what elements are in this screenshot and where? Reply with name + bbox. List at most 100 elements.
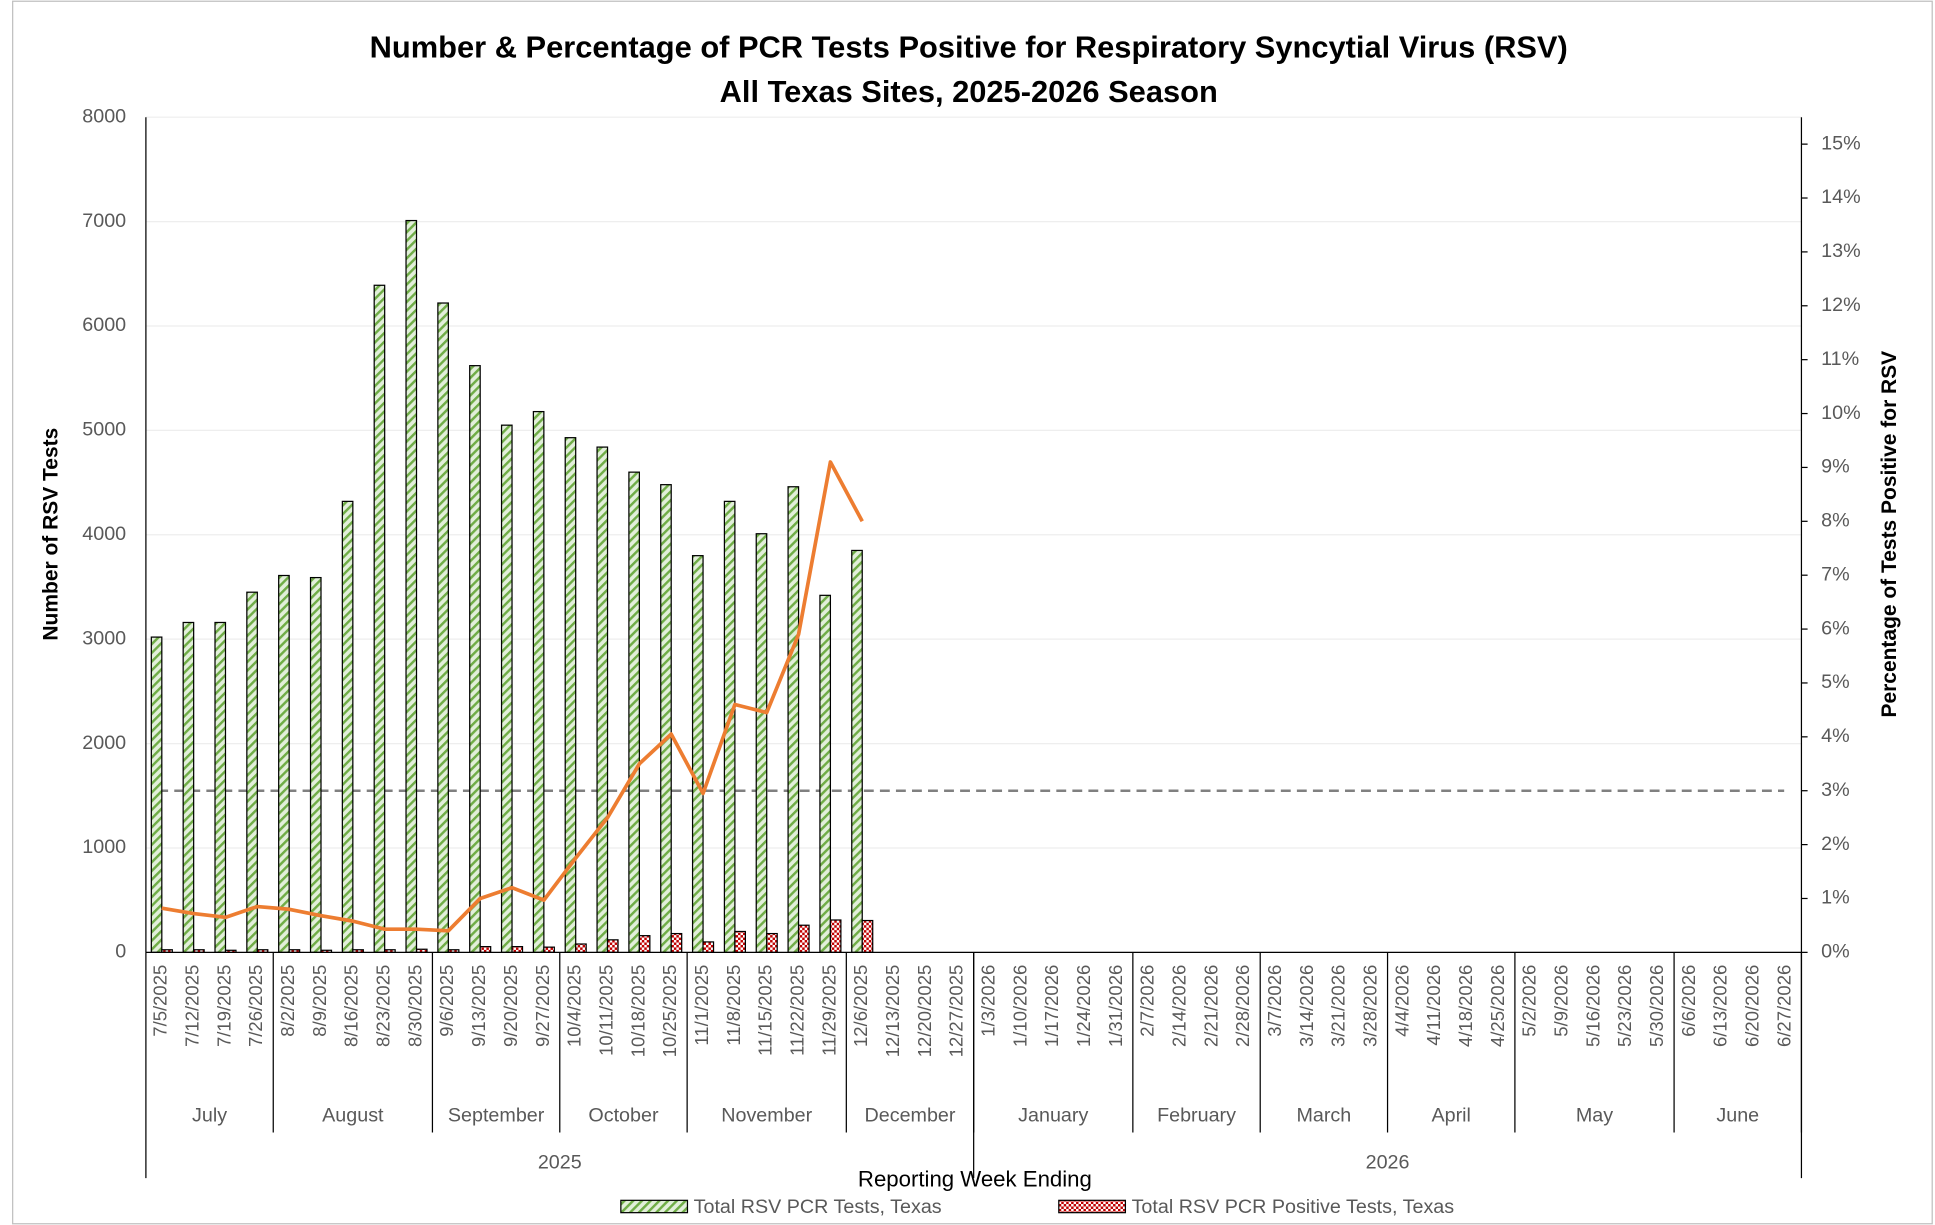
x-tick-label: 5/30/2026 (1646, 965, 1667, 1047)
x-tick-label: 2/21/2026 (1200, 965, 1221, 1047)
legend-swatch (620, 1199, 689, 1214)
y-tick-label: 7000 (82, 210, 126, 232)
bar (755, 533, 768, 953)
x-tick-label: 6/20/2026 (1742, 965, 1763, 1047)
x-tick-label: 4/18/2026 (1455, 965, 1476, 1047)
x-tick-label: 6/27/2026 (1773, 965, 1794, 1047)
x-tick-label: 9/20/2025 (500, 965, 521, 1047)
bar (182, 621, 195, 953)
month-label: December (865, 1105, 956, 1127)
x-tick-label: 10/25/2025 (659, 965, 680, 1058)
y2-tick-label: 4% (1821, 725, 1849, 747)
month-label: September (448, 1105, 545, 1127)
x-tick-label: 11/22/2025 (786, 965, 807, 1056)
x-tick-label: 5/2/2026 (1519, 965, 1540, 1037)
bar (278, 574, 290, 953)
bar (309, 576, 322, 953)
bar (469, 365, 481, 953)
y-tick-label: 1000 (82, 836, 126, 858)
bar (819, 594, 832, 953)
month-label: March (1296, 1105, 1351, 1127)
y-tick-label: 2000 (82, 732, 126, 754)
month-label: July (192, 1105, 227, 1127)
x-tick-label: 5/9/2026 (1551, 965, 1572, 1037)
bar (670, 932, 683, 953)
x-tick-label: 10/4/2025 (564, 965, 585, 1047)
x-tick-label: 7/5/2025 (150, 965, 171, 1037)
x-tick-label: 9/27/2025 (532, 965, 553, 1047)
x-tick-label: 3/14/2026 (1296, 965, 1317, 1047)
bar (405, 219, 418, 953)
y-tick-label: 3000 (82, 627, 126, 649)
x-tick-label: 9/6/2025 (436, 965, 457, 1037)
y2-tick-label: 11% (1821, 348, 1859, 370)
x-tick-label: 10/11/2025 (595, 965, 616, 1056)
x-tick-label: 12/20/2025 (914, 965, 935, 1058)
x-tick-label: 1/3/2026 (977, 965, 998, 1037)
bar (702, 941, 715, 953)
legend-swatch (1058, 1199, 1127, 1214)
x-tick-label: 9/13/2025 (468, 965, 489, 1047)
x-tick-label: 12/6/2025 (850, 965, 871, 1047)
bar (564, 437, 577, 953)
x-tick-label: 10/18/2025 (627, 965, 648, 1058)
y-tick-label: 0 (115, 941, 126, 963)
bar (532, 410, 545, 953)
month-label: August (322, 1105, 384, 1127)
chart-subtitle: All Texas Sites, 2025-2026 Season (720, 74, 1218, 109)
month-label: January (1018, 1105, 1088, 1127)
y2-tick-label: 2% (1821, 833, 1849, 855)
bar (341, 500, 354, 953)
x-tick-label: 2/14/2026 (1169, 965, 1190, 1047)
month-label: April (1432, 1105, 1471, 1127)
x-tick-label: 12/27/2025 (946, 965, 967, 1058)
y2-tick-label: 8% (1821, 510, 1849, 532)
bar (628, 471, 640, 953)
x-tick-label: 11/29/2025 (818, 965, 839, 1056)
x-tick-label: 2/28/2026 (1232, 965, 1253, 1047)
x-tick-label: 8/9/2025 (309, 965, 330, 1037)
bar (246, 591, 258, 953)
bar (437, 302, 449, 953)
bar (214, 621, 227, 953)
bar (500, 424, 513, 953)
y2-tick-label: 6% (1821, 617, 1849, 639)
legend-label: Total RSV PCR Tests, Texas (694, 1196, 942, 1218)
x-tick-label: 4/11/2026 (1423, 965, 1444, 1046)
y2-tick-label: 14% (1821, 186, 1860, 208)
bar (787, 486, 800, 953)
month-label: October (588, 1105, 659, 1127)
x-tick-label: 6/6/2026 (1678, 965, 1699, 1037)
y-tick-label: 5000 (82, 419, 126, 441)
bar (511, 946, 524, 953)
y-tick-label: 4000 (82, 523, 126, 545)
x-tick-label: 8/2/2025 (277, 965, 298, 1037)
bar (606, 939, 619, 953)
bar (479, 946, 492, 953)
y2-tick-label: 15% (1821, 132, 1860, 154)
x-tick-label: 2/7/2026 (1137, 965, 1158, 1037)
x-tick-label: 3/28/2026 (1360, 965, 1381, 1047)
y-tick-label: 6000 (82, 314, 126, 336)
x-tick-label: 8/16/2025 (341, 965, 362, 1047)
x-tick-label: 4/4/2026 (1391, 965, 1412, 1037)
y2-axis-title: Percentage of Tests Positive for RSV (1878, 351, 1901, 718)
bar (797, 924, 810, 953)
chart-title: Number & Percentage of PCR Tests Positiv… (370, 29, 1568, 64)
y2-tick-label: 0% (1821, 941, 1849, 963)
month-label: May (1576, 1105, 1613, 1127)
month-label: November (721, 1105, 812, 1127)
x-tick-label: 1/17/2026 (1041, 965, 1062, 1047)
bar (373, 284, 386, 953)
x-tick-label: 1/24/2026 (1073, 965, 1094, 1047)
x-tick-label: 7/19/2025 (213, 965, 234, 1047)
bar (150, 636, 163, 953)
bar (766, 932, 778, 953)
x-axis-title: Reporting Week Ending (858, 1166, 1092, 1191)
y2-tick-label: 9% (1821, 456, 1849, 478)
x-tick-label: 6/13/2026 (1710, 965, 1731, 1047)
chart-border (12, 0, 1933, 1225)
x-tick-label: 12/13/2025 (882, 965, 903, 1058)
x-tick-label: 1/31/2026 (1105, 965, 1126, 1047)
